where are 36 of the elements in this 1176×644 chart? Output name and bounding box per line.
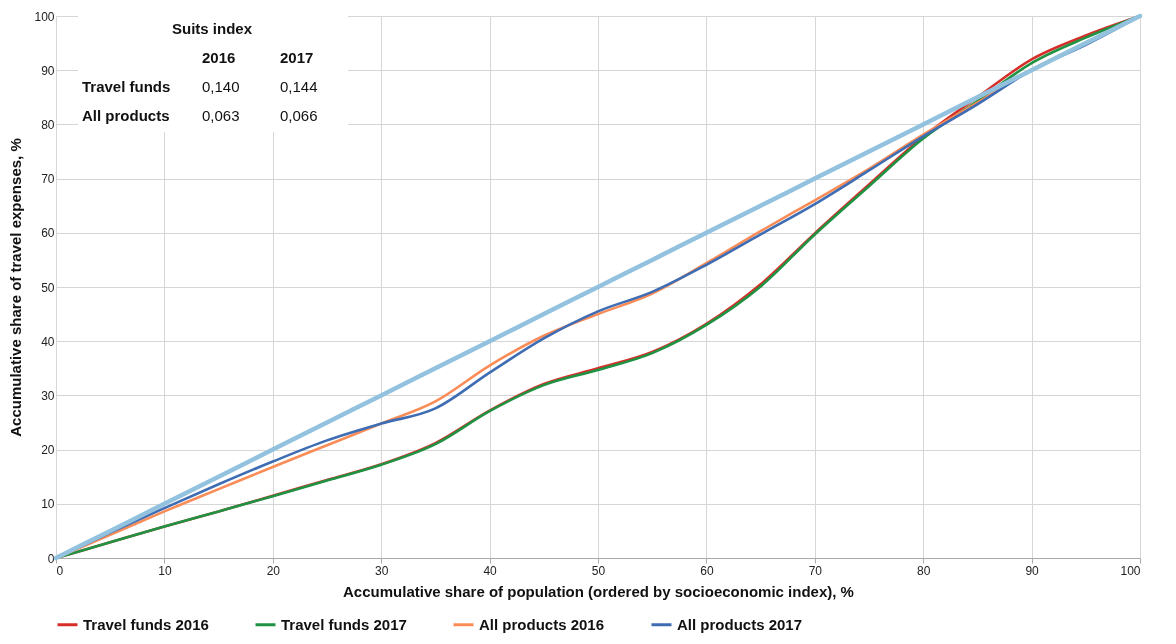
annotation: 0,063 bbox=[202, 107, 241, 124]
annotation: 0,140 bbox=[202, 78, 241, 95]
x-axis-title: Accumulative share of population (ordered by socioeconomic index), % bbox=[343, 582, 854, 600]
y-tick-label: 100 bbox=[34, 9, 55, 24]
x-tick-label: 40 bbox=[483, 563, 498, 578]
y-axis-title: Accumulative share of travel expenses, % bbox=[7, 138, 25, 437]
annotation: 2016 bbox=[202, 49, 237, 66]
y-tick-label: 40 bbox=[41, 334, 55, 349]
x-tick-label: 80 bbox=[917, 563, 931, 578]
annotation: 2017 bbox=[280, 49, 315, 66]
y-tick-label: 30 bbox=[41, 388, 55, 403]
legend-label: Travel funds 2017 bbox=[281, 615, 407, 633]
annotation: Travel funds bbox=[82, 78, 172, 95]
y-tick-label: 80 bbox=[41, 117, 55, 132]
legend-label: All products 2016 bbox=[479, 615, 605, 633]
y-tick-label: 10 bbox=[41, 497, 55, 512]
annotation: All products bbox=[82, 107, 171, 124]
x-tick-label: 20 bbox=[266, 563, 281, 578]
x-tick-label: 70 bbox=[808, 563, 823, 578]
x-tick-label: 60 bbox=[700, 563, 714, 578]
x-tick-label: 100 bbox=[1120, 563, 1141, 578]
y-tick-label: 20 bbox=[41, 443, 55, 458]
x-tick-label: 10 bbox=[158, 563, 172, 578]
y-tick-label: 0 bbox=[47, 551, 55, 566]
annotation: Suits index bbox=[171, 20, 254, 37]
y-tick-label: 60 bbox=[41, 226, 55, 241]
x-tick-label: 50 bbox=[591, 563, 606, 578]
y-tick-label: 70 bbox=[41, 172, 55, 187]
annotation: 0,144 bbox=[280, 78, 319, 95]
annotation: 0,066 bbox=[280, 107, 319, 124]
y-tick-label: 50 bbox=[41, 280, 55, 295]
y-tick-label: 90 bbox=[41, 63, 55, 78]
legend-label: Travel funds 2016 bbox=[83, 615, 209, 633]
legend-label: All products 2017 bbox=[677, 615, 803, 633]
x-tick-label: 30 bbox=[375, 563, 389, 578]
x-tick-label: 90 bbox=[1025, 563, 1040, 578]
